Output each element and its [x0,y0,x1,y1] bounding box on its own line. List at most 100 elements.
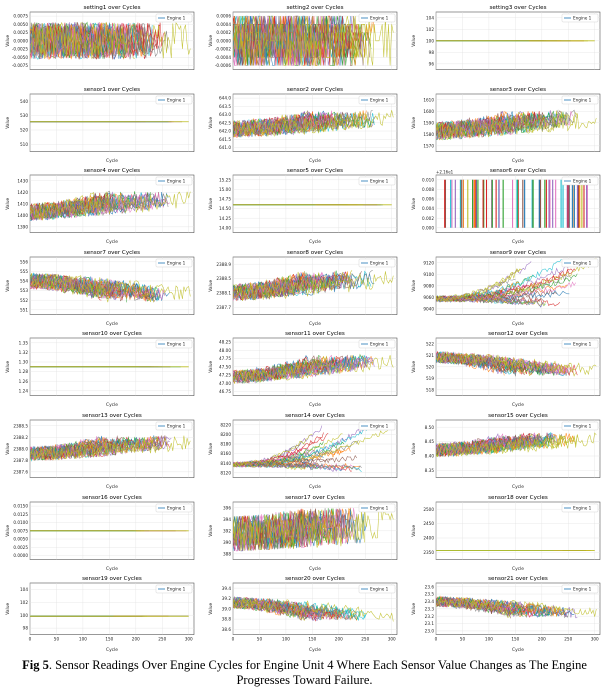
legend-label: Engine 1 [573,505,592,510]
y-tick-label: 102 [20,600,28,605]
y-tick-label: 2350 [423,550,434,555]
y-tick-label: 8.40 [425,454,435,459]
y-axis-label: Value [5,603,11,615]
y-tick-label: 47.00 [219,381,231,386]
y-tick-label: 1580 [423,132,434,137]
chart-panel-11: sensor9 over Cycles 9120 9100 9080 9060 9040 V… [411,250,601,326]
sensor-grid: setting1 over Cycles 0.0075 0.0050 0.0025 0.… [5,5,601,653]
y-tick-label: 23.2 [425,614,435,619]
y-tick-label: 47.50 [219,365,231,370]
y-tick-label: 392 [223,528,231,533]
y-axis-label: Value [208,524,214,536]
series-group [444,179,588,228]
y-tick-label: 510 [20,142,28,147]
x-tick-label: 50 [54,637,60,642]
series-group [233,424,394,472]
y-tick-label: 1570 [423,143,434,148]
chart-title: sensor6 over Cycles [490,168,546,174]
y-tick-label: 1600 [423,108,434,113]
chart-panel-10: sensor8 over Cycles 2388.9 2388.5 2388.1 238… [208,250,398,326]
caption-text: . Sensor Readings Over Engine Cycles for… [48,658,587,687]
x-axis-label: Cycle [309,239,321,244]
y-tick-label: 0.006 [422,197,434,202]
y-tick-label: 98 [429,50,435,55]
chart-title: sensor17 over Cycles [285,495,345,501]
legend-box [358,421,396,431]
x-axis-label: Cycle [106,484,118,489]
y-axis-label: Value [208,116,214,128]
chart-panel-4: sensor2 over Cycles 644.0 643.5 643.0 642.5 6… [208,87,398,163]
y-tick-label: 1.30 [19,360,29,365]
legend-label: Engine 1 [167,260,186,265]
legend-box [561,421,599,431]
series-line [436,112,597,139]
series-line [436,281,576,302]
y-tick-label: 104 [426,15,434,20]
y-axis-label: Value [208,279,214,291]
series-line [233,111,305,137]
y-tick-label: 0.0025 [13,544,28,549]
chart-panel-18: sensor16 over Cycles 0.0150 0.0125 0.0100 0.… [5,495,195,571]
legend-box [561,13,599,23]
legend-label: Engine 1 [167,97,186,102]
legend-label: Engine 1 [167,15,186,20]
legend-label: Engine 1 [370,505,389,510]
series-line [436,110,573,140]
y-tick-label: 8220 [220,422,231,427]
y-tick-label: 521 [426,353,434,358]
legend-box [358,584,396,594]
y-tick-label: 553 [20,288,28,293]
y-axis-label: Value [411,198,417,210]
y-tick-label: 522 [426,342,434,347]
y-tick-label: 2387.8 [13,458,28,463]
series-line [233,273,313,301]
y-axis-label: Value [5,442,11,454]
series-line [233,356,373,384]
legend-label: Engine 1 [167,423,186,428]
y-tick-label: 1.26 [19,379,29,384]
y-axis-label: Value [411,116,417,128]
chart-title: sensor11 over Cycles [285,331,345,337]
y-tick-label: 1.35 [19,341,29,346]
chart-title: sensor12 over Cycles [488,331,548,337]
y-tick-label: 0.0000 [216,38,231,43]
chart-panel-9: sensor7 over Cycles 556 555 554 553 552 551 Val… [5,250,195,326]
legend-box [155,13,193,23]
series-group [233,109,394,138]
y-tick-label: 0.0075 [13,14,28,19]
series-line [436,268,521,302]
series-group [233,354,394,385]
legend-box [561,95,599,104]
series-group [436,109,597,141]
y-tick-label: 96 [429,61,435,66]
y-tick-label: 0.0050 [13,536,28,541]
y-tick-label: 555 [20,269,28,274]
y-tick-label: 39.2 [222,596,232,601]
x-axis-label: Cycle [512,402,524,407]
series-line [30,22,191,60]
y-tick-label: 38.6 [222,627,232,632]
legend-label: Engine 1 [370,15,389,20]
series-line [233,424,394,468]
y-tick-label: 47.25 [219,373,231,378]
chart-title: sensor7 over Cycles [84,250,140,256]
legend-label: Engine 1 [573,342,592,347]
series-line [436,596,597,617]
legend-box [561,584,599,594]
series-line [30,22,105,59]
series-group [436,351,597,378]
series-line [436,435,529,456]
y-tick-label: 15.25 [219,178,231,183]
y-tick-label: -0.0025 [12,47,28,52]
y-tick-label: 2388.0 [13,446,28,451]
y-tick-label: 0.0025 [13,30,28,35]
y-tick-label: 641.0 [219,145,231,150]
x-axis-label: Cycle [106,402,118,407]
y-tick-label: 98 [23,626,29,631]
axis-offset-label: +2.16e1 [436,170,454,175]
series-line [233,355,394,384]
chart-title: setting2 over Cycles [286,5,343,11]
chart-title: sensor10 over Cycles [82,331,142,337]
y-tick-label: 2400 [423,535,434,540]
chart-panel-17: sensor15 over Cycles 8.50 8.45 8.40 8.35 Valu… [411,413,601,490]
